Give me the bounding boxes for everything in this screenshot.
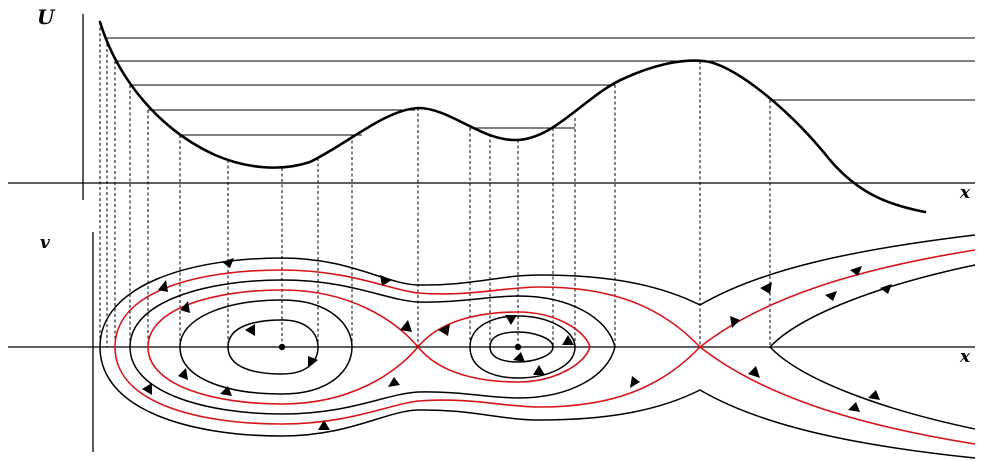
center-point	[514, 343, 522, 351]
potential-panel: U x	[8, 5, 975, 214]
u-axis-label: U	[37, 5, 56, 29]
flow-arrow	[850, 266, 862, 276]
flow-arrow	[220, 386, 232, 396]
flow-arrow	[222, 258, 234, 268]
flow-arrow	[513, 352, 525, 362]
flow-arrow	[158, 280, 168, 292]
open-orbit	[768, 264, 976, 430]
encircling-orbit	[129, 279, 616, 415]
center-point	[278, 343, 286, 351]
projection-lines	[99, 22, 771, 347]
top-x-axis-label: x	[959, 183, 971, 203]
flow-arrow	[880, 284, 892, 294]
potential-curve	[98, 20, 927, 214]
closed-orbit	[469, 315, 576, 379]
flow-arrow	[748, 366, 760, 378]
flow-arrow	[400, 320, 412, 332]
flow-arrow	[868, 390, 880, 400]
separatrix-branch	[699, 249, 976, 348]
flow-arrow	[505, 315, 517, 325]
flow-arrow	[180, 301, 190, 313]
phase-portrait-panel: v x	[8, 232, 976, 459]
bottom-x-axis-label: x	[959, 347, 971, 367]
flow-arrow	[630, 376, 640, 388]
flow-arrow	[380, 275, 392, 286]
v-axis-label: v	[40, 233, 51, 253]
flow-arrow	[245, 324, 255, 336]
flow-arrow	[178, 368, 188, 380]
energy-levels	[107, 37, 975, 136]
flow-arrow	[142, 383, 152, 395]
flow-arrows	[142, 258, 892, 430]
inner-separatrix	[147, 289, 591, 405]
closed-orbit	[489, 331, 554, 363]
flow-arrow	[562, 335, 574, 345]
unbounded-orbit	[99, 234, 976, 459]
flow-arrow	[308, 356, 318, 368]
flow-arrow	[318, 420, 330, 430]
separatrix-branch	[699, 346, 976, 445]
flow-arrow	[730, 316, 740, 328]
flow-arrow	[388, 377, 400, 387]
flow-arrow	[848, 402, 860, 412]
closed-orbit	[227, 319, 319, 375]
closed-orbit	[179, 299, 353, 395]
flow-arrow	[533, 365, 545, 375]
flow-arrow	[760, 282, 772, 294]
flow-arrow	[825, 291, 837, 301]
flow-arrow	[438, 324, 450, 336]
